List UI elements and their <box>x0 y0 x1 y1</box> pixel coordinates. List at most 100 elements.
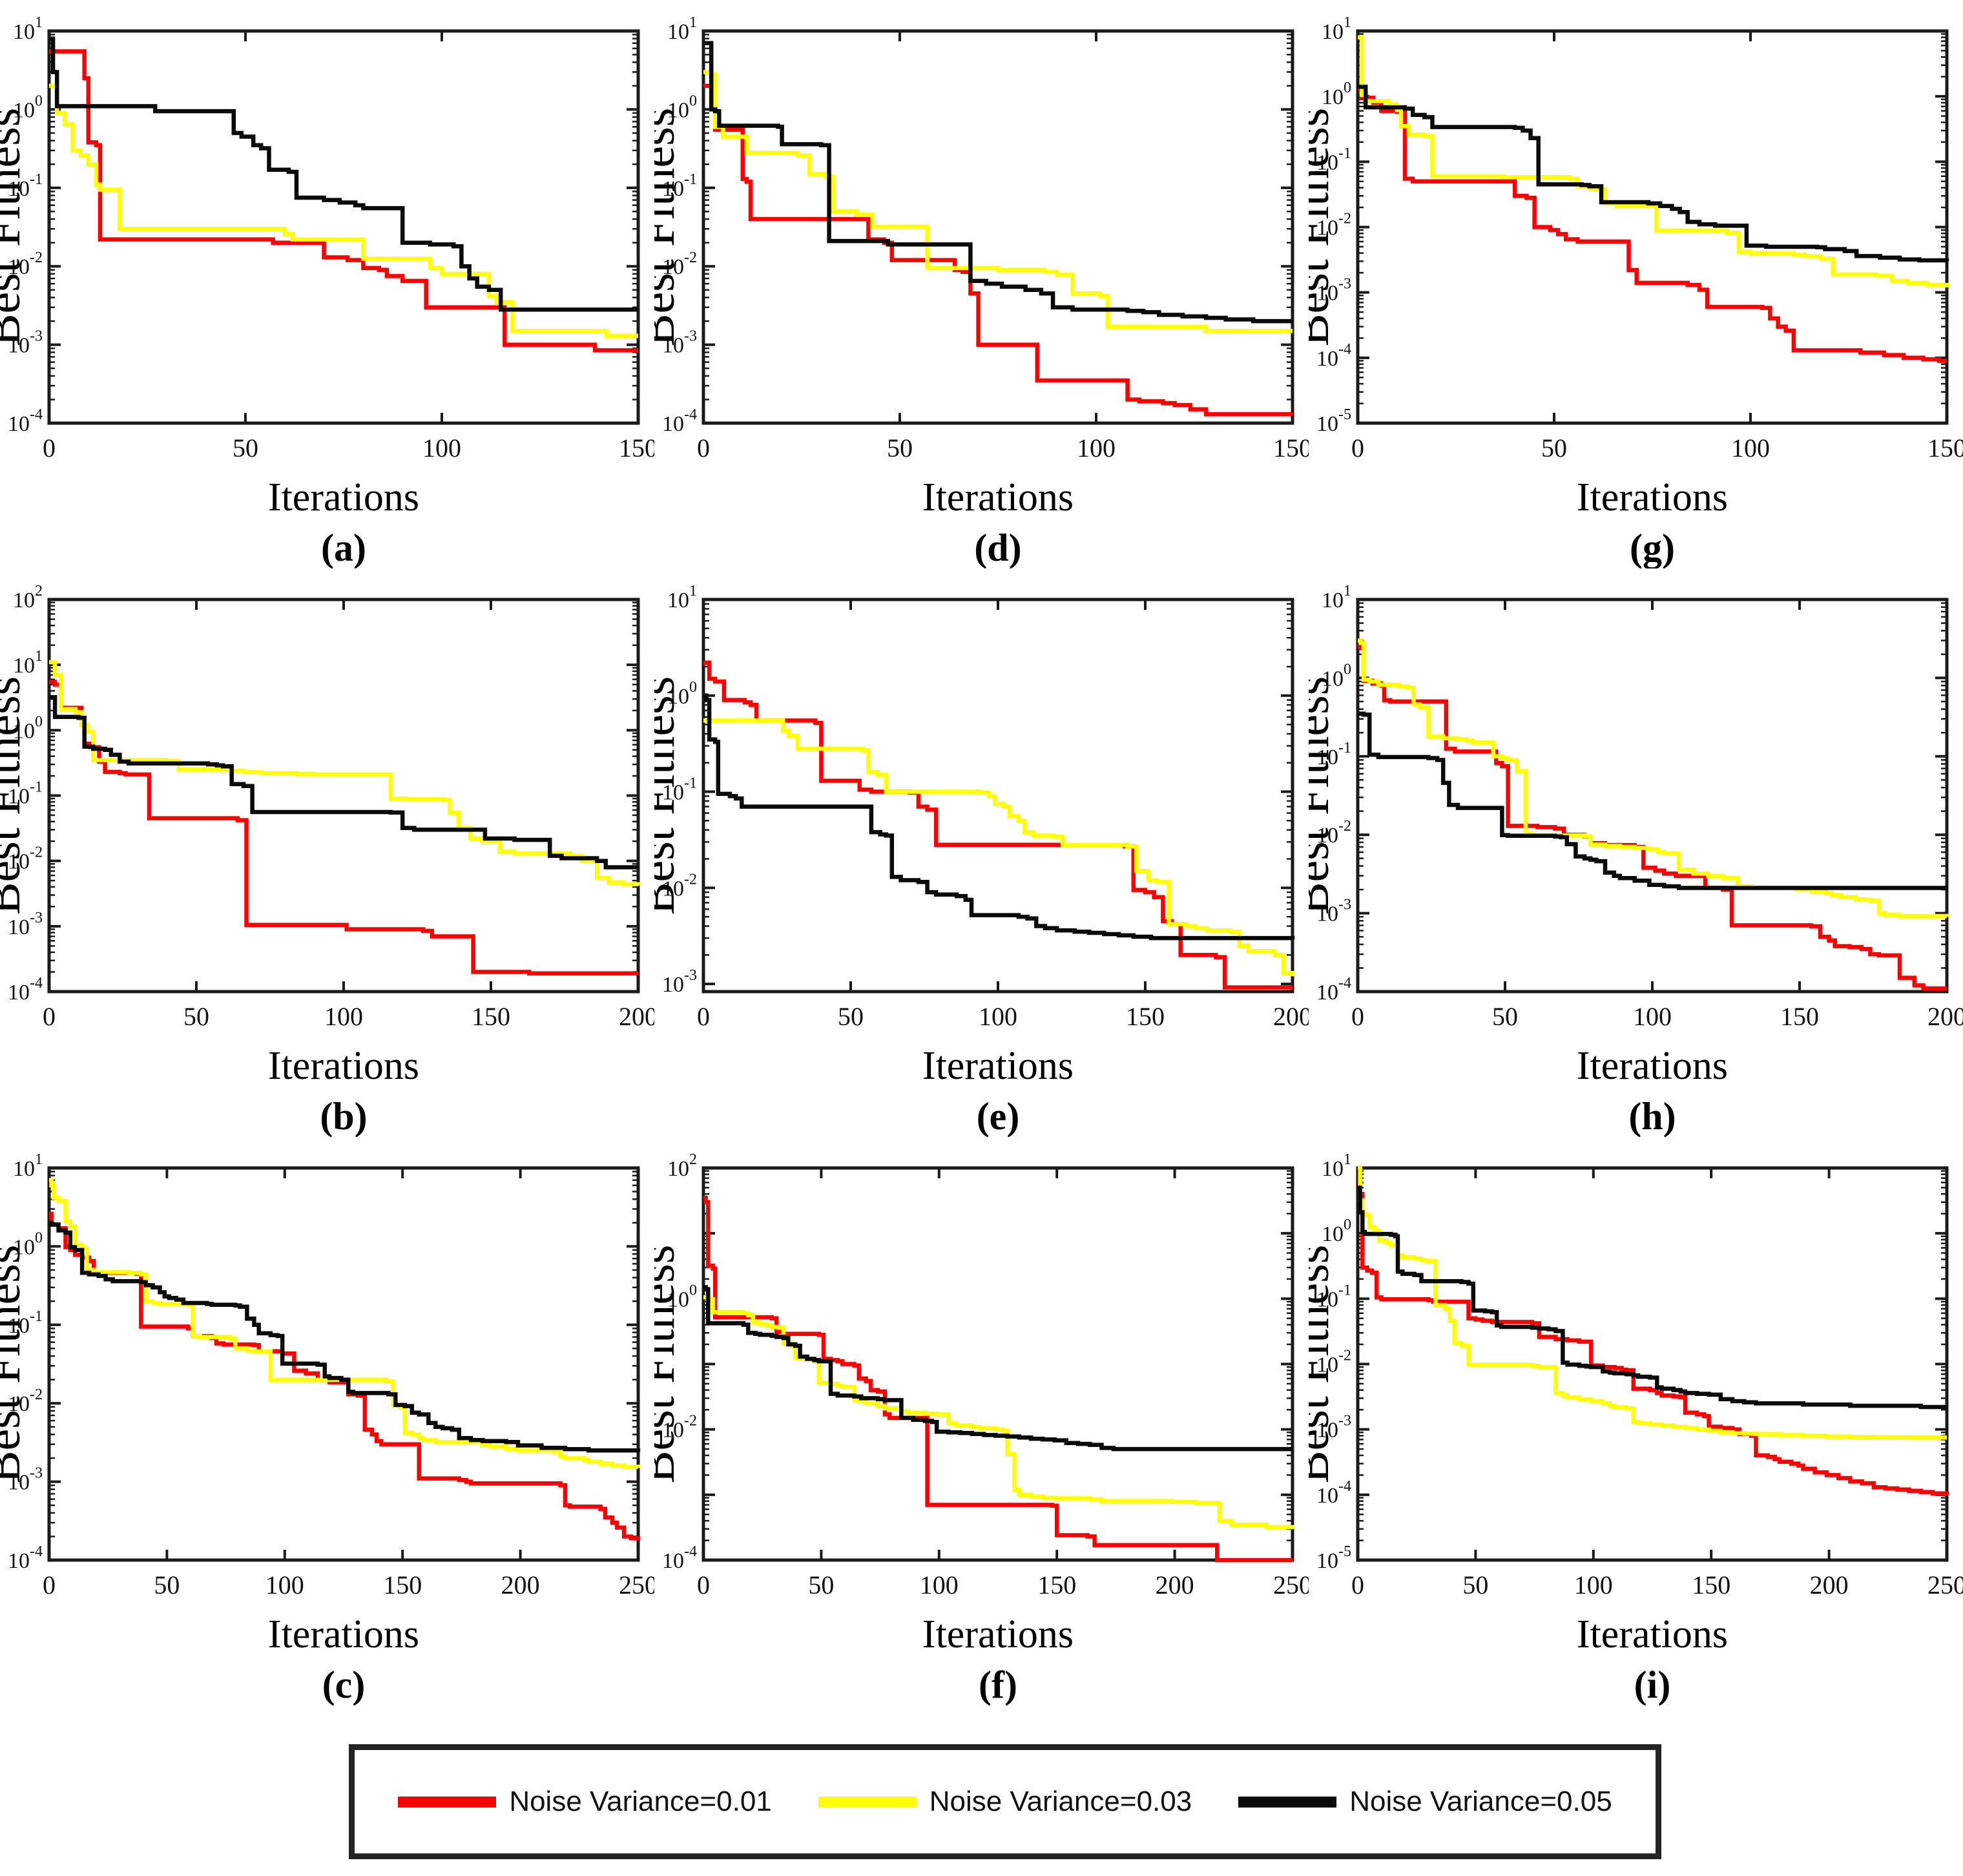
x-tick-label: 50 <box>183 1002 209 1031</box>
y-tick-label: 10-4 <box>1316 975 1351 1005</box>
y-tick-label: 10-2 <box>1316 1348 1351 1377</box>
x-axis-label: Iterations <box>1577 1044 1728 1088</box>
y-tick-label: 10-2 <box>662 1413 697 1443</box>
panel-cell-g: 0 50 100 150 10-5 10-4 10-3 10-2 10-1 100 101 Best … <box>1309 0 1963 568</box>
y-tick-label: 10-3 <box>8 910 43 939</box>
x-tick-label: 0 <box>43 1570 56 1600</box>
legend-label: Noise Variance=0.03 <box>929 1786 1192 1817</box>
y-tick-label: 10-4 <box>8 975 43 1005</box>
y-tick-label: 10-1 <box>8 171 43 201</box>
x-tick-label: 150 <box>1692 1570 1730 1600</box>
y-tick-label: 10-1 <box>1316 145 1351 174</box>
y-tick-label: 100 <box>13 713 43 743</box>
series-line <box>49 680 638 976</box>
x-axis-label: Iterations <box>268 1044 419 1088</box>
y-tick-label: 102 <box>667 1151 697 1181</box>
series-line <box>49 1178 641 1469</box>
panel-cell-b: 0 50 100 150 200 10-4 10-3 10-2 10-1 100 101 102 Bes… <box>0 568 654 1137</box>
panel-letter: (d) <box>974 526 1021 568</box>
y-tick-label: 10-5 <box>1316 406 1351 436</box>
y-axis-label: Best Fitness <box>1309 676 1339 915</box>
series-line <box>49 83 638 339</box>
x-axis-label: Iterations <box>268 475 419 519</box>
x-tick-label: 0 <box>1351 1570 1364 1600</box>
panels-grid: 0 50 100 150 10-4 10-3 10-2 10-1 100 101 Best Fitn… <box>0 0 1963 1705</box>
series-line <box>1358 1165 1947 1440</box>
y-tick-label: 10-2 <box>1316 211 1351 240</box>
x-tick-label: 0 <box>697 433 710 463</box>
y-tick-label: 101 <box>667 583 697 612</box>
series-line <box>703 70 1293 333</box>
x-tick-label: 50 <box>1462 1570 1488 1600</box>
legend-item: Noise Variance=0.01 <box>398 1786 772 1818</box>
y-tick-label: 100 <box>13 92 43 122</box>
series-line <box>1358 85 1949 263</box>
x-tick-label: 200 <box>1156 1570 1194 1600</box>
chart-panel-f: 0 50 100 150 200 250 10-4 10-2 100 102 Best Fitnes… <box>654 1151 1309 1705</box>
x-tick-label: 0 <box>1351 433 1364 463</box>
y-tick-label: 10-1 <box>662 171 697 201</box>
y-tick-label: 10-1 <box>8 779 43 809</box>
x-tick-label: 100 <box>422 433 461 463</box>
panel-letter: (g) <box>1630 526 1675 568</box>
y-tick-label: 10-2 <box>662 871 697 901</box>
chart-panel-g: 0 50 100 150 10-5 10-4 10-3 10-2 10-1 100 101 Best … <box>1309 14 1963 568</box>
y-tick-label: 10-3 <box>1316 897 1351 926</box>
series-line <box>703 41 1293 324</box>
x-tick-label: 50 <box>887 433 913 463</box>
x-tick-label: 50 <box>1492 1002 1518 1031</box>
x-tick-label: 100 <box>920 1570 959 1600</box>
x-axis-label: Iterations <box>1577 475 1728 519</box>
chart-panel-h: 0 50 100 150 200 10-4 10-3 10-2 10-1 100 101 Best F… <box>1309 583 1963 1137</box>
chart-panel-d: 0 50 100 150 10-4 10-3 10-2 10-1 100 101 Best Fitn… <box>654 14 1309 568</box>
series-line <box>49 36 638 312</box>
legend-line-swatch <box>398 1796 497 1808</box>
y-tick-label: 10-2 <box>1316 818 1351 848</box>
x-tick-label: 250 <box>1927 1570 1963 1600</box>
series-line <box>1358 1165 1949 1496</box>
y-tick-label: 101 <box>13 648 43 678</box>
y-tick-label: 10-4 <box>8 406 43 436</box>
y-axis-label: Best Fitness <box>0 108 30 347</box>
series-line <box>1358 87 1947 363</box>
panel-cell-h: 0 50 100 150 200 10-4 10-3 10-2 10-1 100 101 Best F… <box>1309 568 1963 1137</box>
series-line <box>703 83 1293 417</box>
series-line <box>703 1285 1293 1452</box>
x-tick-label: 0 <box>43 1002 56 1031</box>
y-tick-label: 101 <box>13 1151 43 1181</box>
y-tick-label: 10-2 <box>8 1386 43 1416</box>
series-line <box>49 1211 641 1541</box>
x-tick-label: 0 <box>697 1002 710 1031</box>
y-tick-label: 10-3 <box>8 328 43 358</box>
y-tick-label: 100 <box>1322 1216 1351 1246</box>
y-tick-label: 10-4 <box>662 1543 697 1573</box>
x-tick-label: 100 <box>1077 433 1116 463</box>
x-tick-label: 100 <box>1731 433 1770 463</box>
series-line <box>703 718 1295 977</box>
x-tick-label: 100 <box>324 1002 363 1031</box>
legend-label: Noise Variance=0.05 <box>1349 1786 1612 1817</box>
y-axis-label: Best Fitness <box>654 676 685 915</box>
x-tick-label: 150 <box>383 1570 422 1600</box>
panel-cell-f: 0 50 100 150 200 250 10-4 10-2 100 102 Best Fitnes… <box>654 1137 1309 1705</box>
panel-cell-c: 0 50 100 150 200 250 10-4 10-3 10-2 10-1 100 101 Bes… <box>0 1137 654 1705</box>
y-tick-label: 101 <box>13 14 43 44</box>
y-tick-label: 10-1 <box>1316 740 1351 769</box>
y-axis-label: Best Fitness <box>0 1245 30 1484</box>
x-tick-label: 50 <box>233 433 258 463</box>
legend-item: Noise Variance=0.05 <box>1238 1786 1612 1818</box>
y-tick-label: 10-1 <box>8 1308 43 1338</box>
panel-letter: (b) <box>320 1095 367 1137</box>
chart-panel-b: 0 50 100 150 200 10-4 10-3 10-2 10-1 100 101 102 Bes… <box>0 583 654 1137</box>
y-tick-label: 101 <box>1322 583 1351 612</box>
legend-label: Noise Variance=0.01 <box>509 1786 772 1817</box>
y-tick-label: 100 <box>13 1229 43 1259</box>
panel-cell-a: 0 50 100 150 10-4 10-3 10-2 10-1 100 101 Best Fitn… <box>0 0 654 568</box>
chart-panel-e: 0 50 100 150 200 10-3 10-2 10-1 100 101 Best Fitne… <box>654 583 1309 1137</box>
y-tick-label: 10-1 <box>662 775 697 805</box>
plot-box <box>1356 1166 1949 1562</box>
series-line <box>1358 1185 1947 1410</box>
plot-box <box>47 598 640 994</box>
plot-box <box>701 29 1294 425</box>
